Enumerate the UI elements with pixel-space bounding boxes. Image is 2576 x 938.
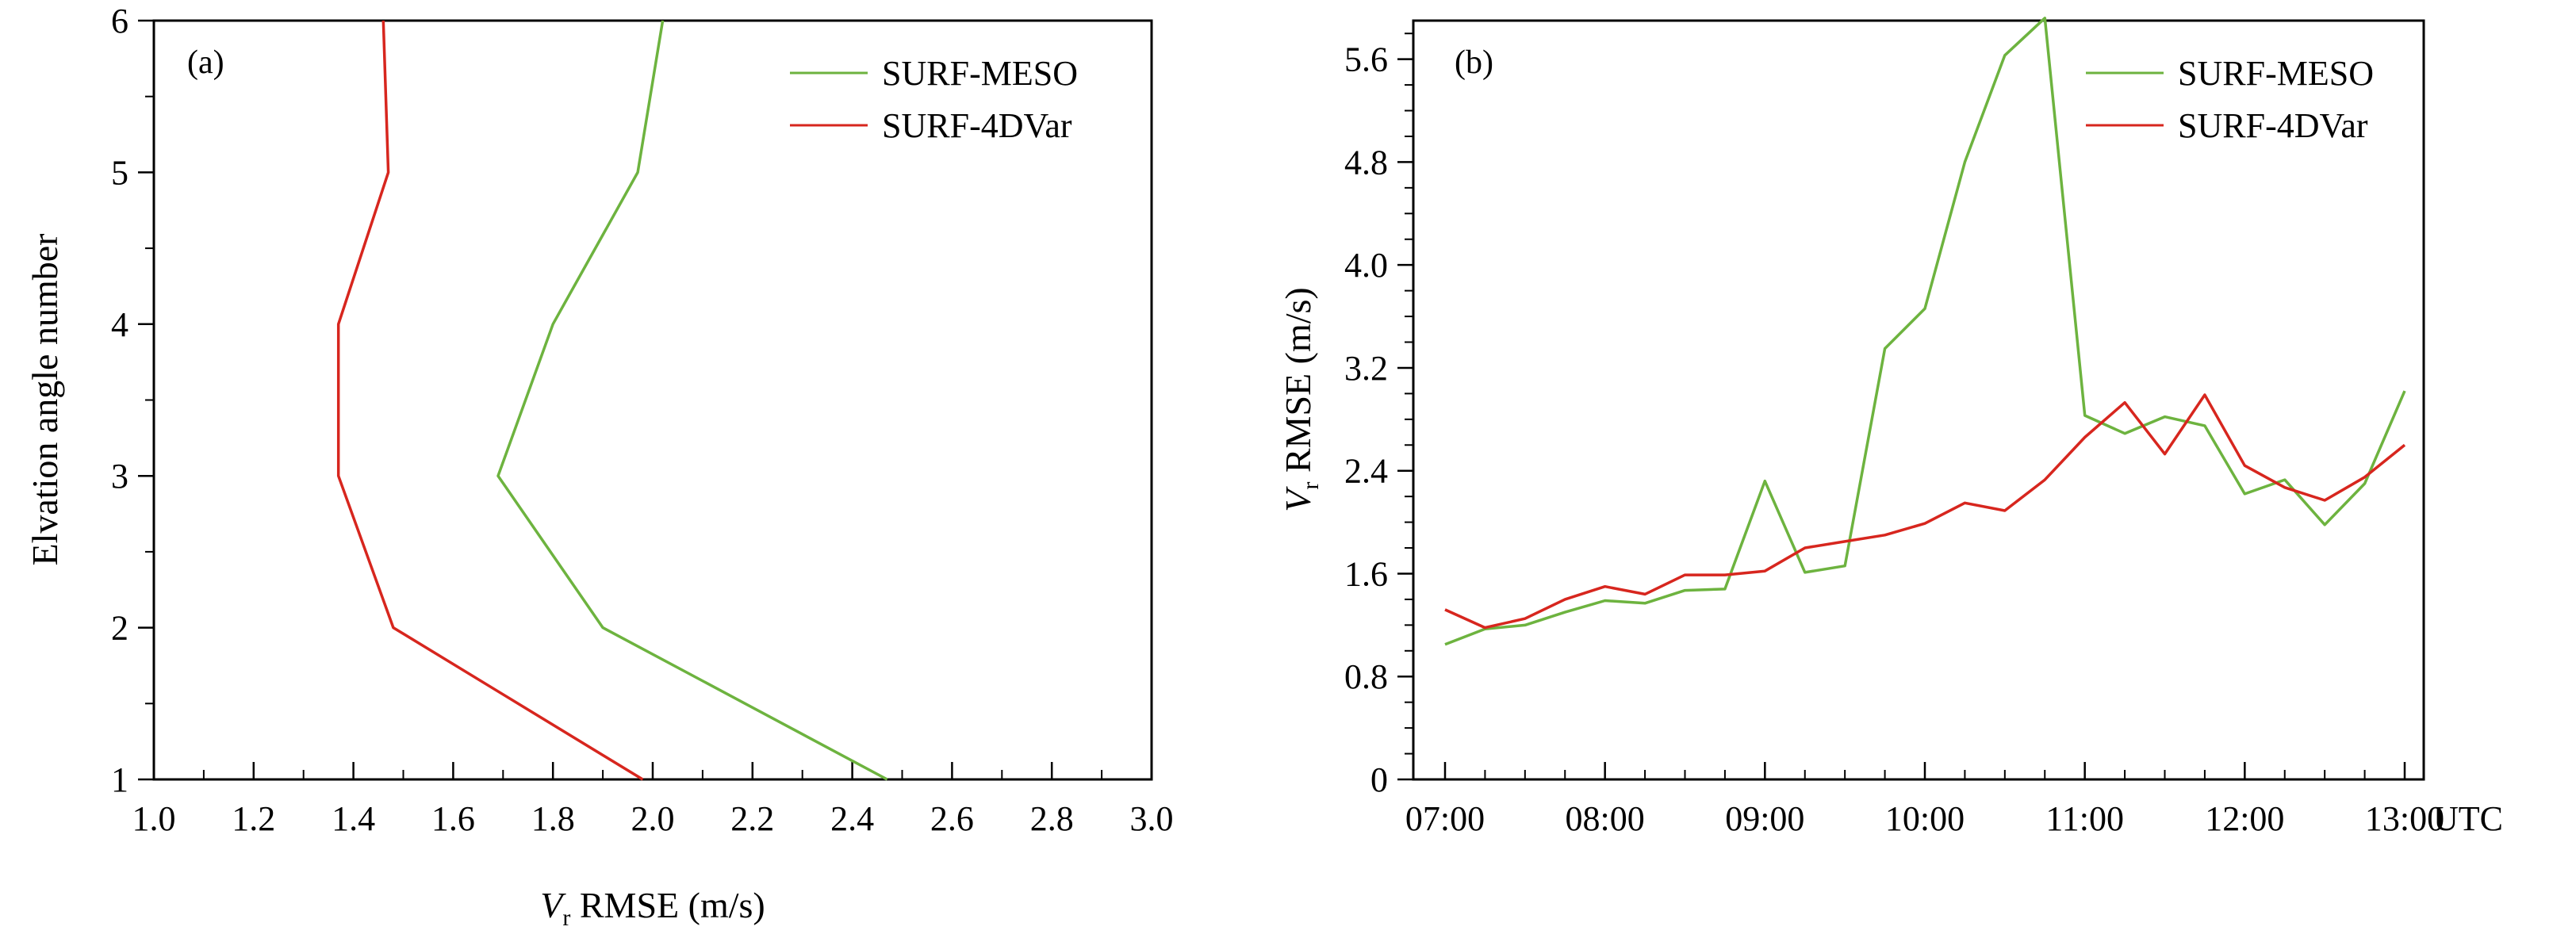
x-tick-label-a: 2.2 [730,799,774,838]
y-tick-label-b: 0 [1370,760,1388,799]
y-axis-label-a: Elvation angle number [25,234,65,566]
chart-a: 1.0 1.2 1.4 1.6 1.8 2.0 2.2 2.4 2.6 2.8 3.0 1 2 3 4 5 6 (… [25,2,1174,931]
x-tick-label-b: 10:00 [1885,799,1965,838]
series-line [496,20,888,781]
x-tick-label-a: 1.6 [431,799,475,838]
y-tick-label-b: 4.0 [1344,246,1388,285]
x-tick-label-a: 3.0 [1130,799,1174,838]
legend-label: SURF-MESO [882,54,1078,93]
series-line [1444,17,2406,646]
panel-label-a: (a) [187,44,224,81]
y-tick-label-a: 3 [111,457,128,496]
x-tick-label-b: 07:00 [1405,799,1485,838]
y-tick-label-b: 3.2 [1344,349,1388,388]
plot-frame [1412,19,2425,781]
y-tick-label-b: 1.6 [1344,554,1388,593]
legend-label: SURF-4DVar [2178,106,2368,145]
x-tick-label-a: 1.4 [332,799,375,838]
y-tick-label-b: 2.4 [1344,452,1388,491]
x-tick-label-b: 09:00 [1725,799,1804,838]
x-tick-label-b: 12:00 [2205,799,2284,838]
x-tick-label-a: 2.4 [830,799,874,838]
x-tick-label-a: 1.0 [132,799,176,838]
y-tick-label-a: 2 [111,609,128,648]
legend-label: SURF-4DVar [882,106,1072,145]
x-axis-label-a: Vr RMSE (m/s) [540,885,765,931]
legend-label: SURF-MESO [2178,54,2374,93]
x-tick-label-a: 2.0 [631,799,675,838]
y-tick-label-a: 6 [111,2,128,40]
x-tick-label-a: 1.8 [531,799,575,838]
y-tick-label-b: 4.8 [1344,143,1388,182]
y-tick-label-b: 5.6 [1344,40,1388,79]
y-tick-label-b: 0.8 [1344,657,1388,696]
y-tick-label-a: 4 [111,305,128,344]
series-line [336,20,644,781]
y-tick-label-a: 1 [111,760,128,799]
x-tick-label-a: 2.8 [1030,799,1074,838]
panel-label-b: (b) [1455,44,1493,81]
x-tick-label-a: 1.2 [232,799,275,838]
x-unit-label-b: UTC [2433,799,2503,838]
x-tick-label-a: 2.6 [930,799,974,838]
y-tick-label-a: 5 [111,153,128,192]
x-tick-label-b: 11:00 [2045,799,2124,838]
series-line [1444,393,2406,630]
x-tick-label-b: 13:00 [2365,799,2444,838]
y-axis-label-b: Vr RMSE (m/s) [1278,287,1324,511]
x-tick-label-b: 08:00 [1566,799,1645,838]
